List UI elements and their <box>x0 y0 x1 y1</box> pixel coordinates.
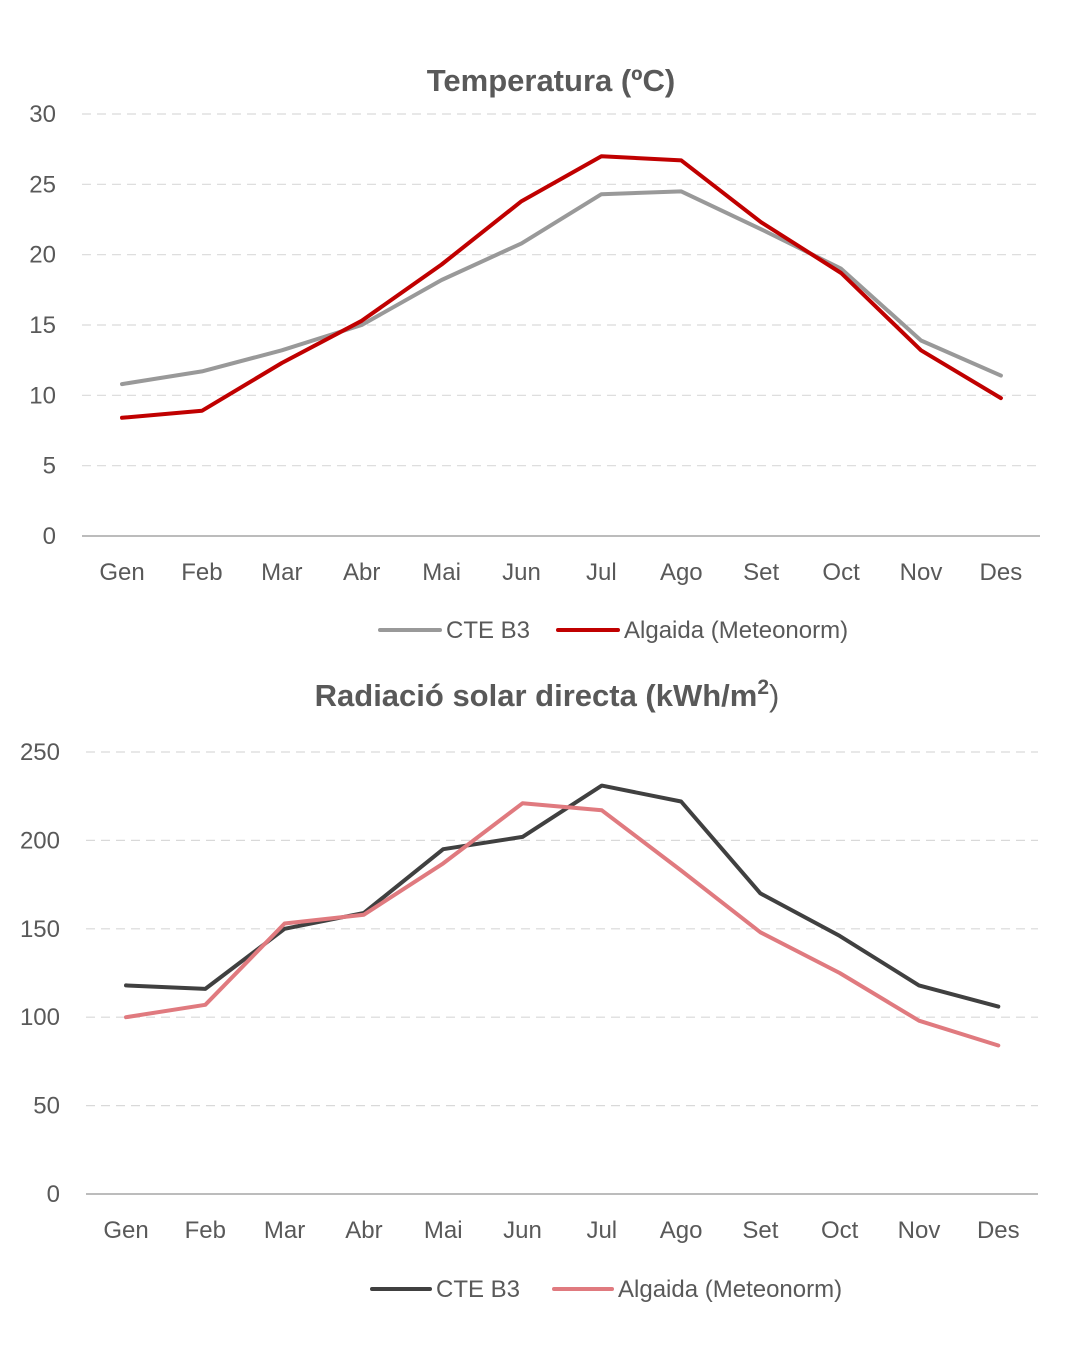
legend-label: Algaida (Meteonorm) <box>618 1276 842 1303</box>
x-tick-label: Feb <box>181 559 222 586</box>
y-tick-label: 100 <box>20 1004 60 1031</box>
x-tick-label: Nov <box>898 1217 941 1244</box>
x-tick-label: Set <box>743 559 779 586</box>
legend-label: Algaida (Meteonorm) <box>624 617 848 644</box>
y-tick-label: 25 <box>29 171 56 198</box>
series-line-1 <box>124 783 1001 1009</box>
legend: CTE B3 Algaida (Meteonorm) <box>378 617 848 644</box>
y-tick-label: 250 <box>20 739 60 766</box>
chart-title-close: ) <box>769 678 779 713</box>
x-tick-label: Des <box>977 1217 1020 1244</box>
x-tick-label: Nov <box>900 559 943 586</box>
x-tick-label: Set <box>742 1217 778 1244</box>
series-line-2 <box>124 801 1001 1048</box>
x-tick-label: Jun <box>502 559 541 586</box>
x-tick-label: Feb <box>185 1217 226 1244</box>
x-tick-label: Mar <box>261 559 302 586</box>
legend-label: CTE B3 <box>436 1276 520 1303</box>
y-tick-label: 10 <box>29 382 56 409</box>
y-tick-label: 0 <box>43 523 56 550</box>
chart-2: Radiació solar directa (kWh/m2) 0 50 100 150… <box>20 676 1038 1303</box>
series-line-2 <box>120 154 1003 420</box>
y-tick-label: 20 <box>29 242 56 269</box>
x-tick-label: Oct <box>821 1217 859 1244</box>
x-tick-label: Gen <box>99 559 144 586</box>
x-tick-label: Abr <box>345 1217 382 1244</box>
x-tick-label: Mai <box>422 559 461 586</box>
x-tick-label: Mar <box>264 1217 305 1244</box>
x-tick-label: Ago <box>660 559 703 586</box>
x-tick-label: Jul <box>586 1217 617 1244</box>
x-tick-label: Mai <box>424 1217 463 1244</box>
legend: CTE B3 Algaida (Meteonorm) <box>370 1276 842 1303</box>
y-tick-label: 50 <box>33 1093 60 1120</box>
y-tick-label: 150 <box>20 916 60 943</box>
x-tick-label: Abr <box>343 559 380 586</box>
series-line-1 <box>120 189 1003 387</box>
x-tick-label: Jul <box>586 559 617 586</box>
chart-title: Temperatura (ºC) <box>427 63 675 98</box>
chart-title: Radiació solar directa (kWh/m2) <box>315 676 780 713</box>
x-tick-label: Jun <box>503 1217 542 1244</box>
chart-1: Temperatura (ºC) 0 5 10 15 20 25 30 Gen Feb Mar Abr… <box>29 63 1040 644</box>
chart-title-superscript: 2 <box>757 676 769 699</box>
y-tick-label: 30 <box>29 101 56 128</box>
y-tick-label: 0 <box>47 1181 60 1208</box>
x-tick-label: Ago <box>660 1217 703 1244</box>
y-tick-label: 200 <box>20 827 60 854</box>
chart-title-main: Radiació solar directa (kWh/m <box>315 678 758 713</box>
y-tick-label: 5 <box>43 453 56 480</box>
x-tick-label: Gen <box>103 1217 148 1244</box>
x-tick-label: Des <box>980 559 1023 586</box>
x-tick-label: Oct <box>822 559 860 586</box>
y-tick-label: 15 <box>29 312 56 339</box>
legend-label: CTE B3 <box>446 617 530 644</box>
